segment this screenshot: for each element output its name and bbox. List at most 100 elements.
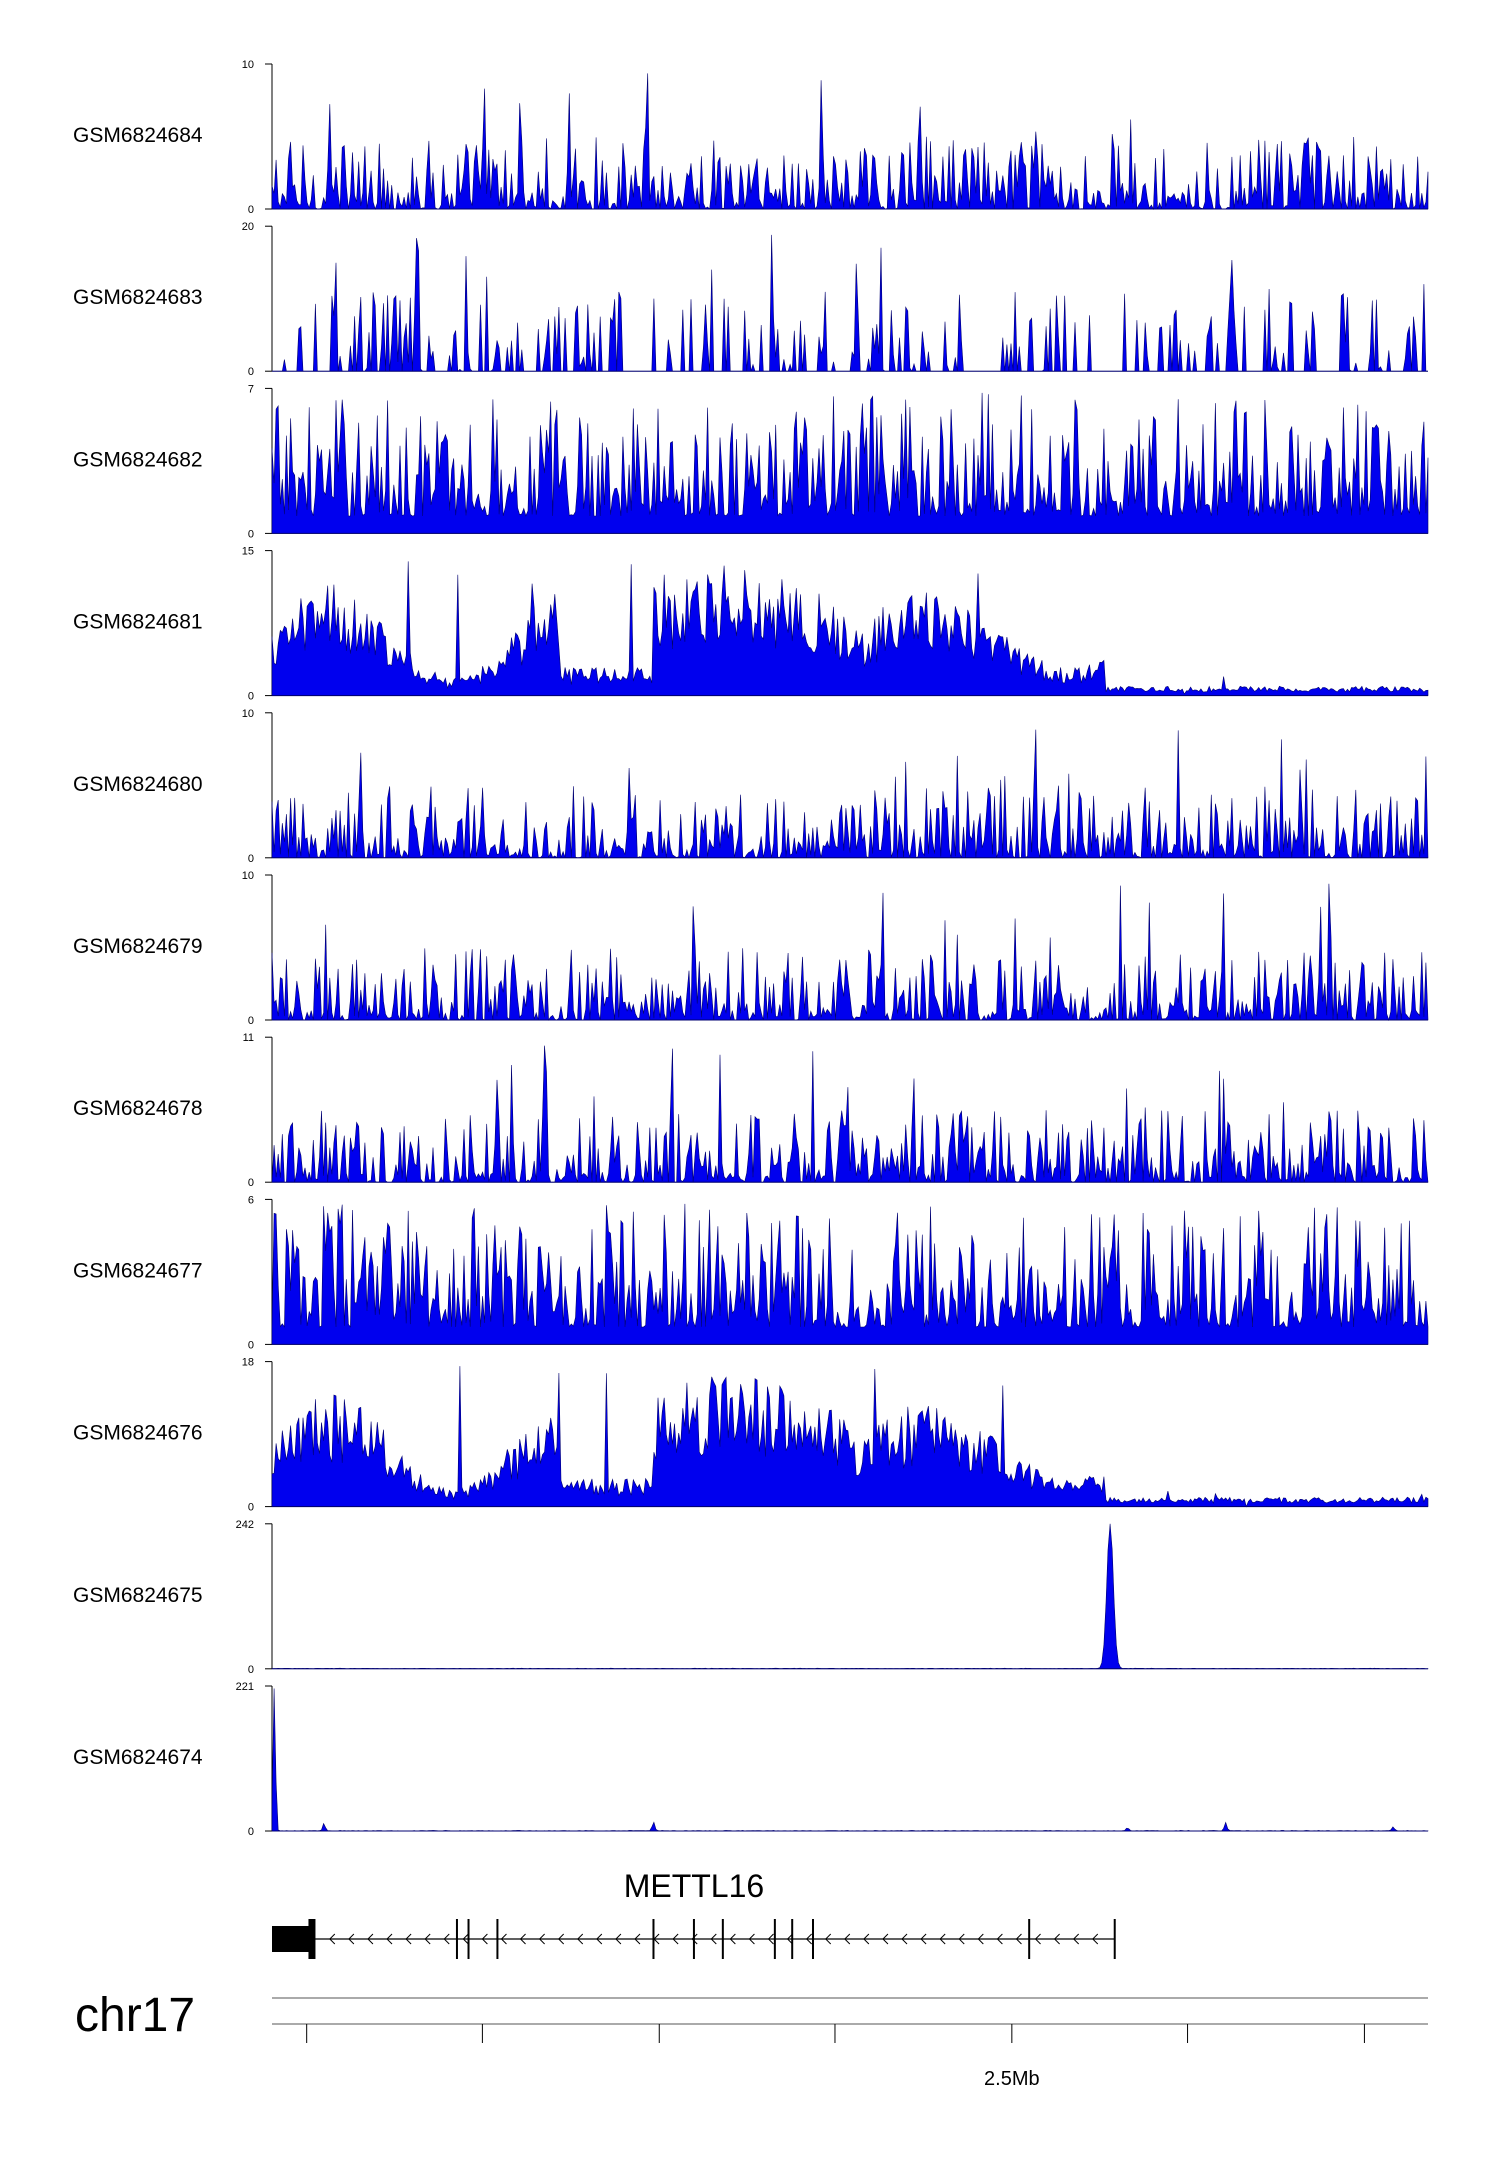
y-axis-max-label: 15 [242, 546, 254, 558]
track-GSM6824684: GSM6824684 10 0 [73, 59, 1429, 216]
y-axis-min-label: 0 [248, 1826, 254, 1838]
signal-tracks: GSM6824684100GSM6824683200GSM682468270GS… [73, 59, 1429, 1838]
track-GSM6824674: GSM6824674 221 0 [73, 1681, 1429, 1838]
track-label: GSM6824675 [73, 1584, 203, 1607]
strand-arrow [825, 1933, 832, 1945]
signal-area [271, 1045, 1429, 1183]
strand-arrow [557, 1933, 565, 1945]
signal-area [271, 561, 1429, 696]
gene-utr-block [272, 1926, 313, 1952]
track-label: GSM6824683 [73, 286, 203, 309]
strand-arrow [634, 1933, 641, 1945]
y-axis-min-label: 0 [248, 1339, 254, 1351]
y-axis-max-label: 242 [236, 1519, 254, 1531]
signal-area [271, 729, 1429, 859]
strand-arrow [653, 1933, 660, 1945]
track-GSM6824683: GSM6824683 20 0 [73, 221, 1428, 378]
strand-arrow [386, 1933, 393, 1945]
track-label: GSM6824674 [73, 1746, 203, 1769]
track-GSM6824681: GSM6824681 15 0 [73, 546, 1429, 703]
y-axis-max-label: 7 [248, 383, 254, 395]
gene-exon [308, 1919, 316, 1959]
strand-arrow [481, 1933, 488, 1945]
y-axis-max-label: 10 [242, 870, 254, 882]
signal-area [271, 883, 1429, 1022]
track-GSM6824679: GSM6824679 10 0 [73, 870, 1429, 1027]
track-GSM6824675: GSM6824675 242 0 [73, 1519, 1429, 1676]
signal-area [271, 1688, 1429, 1832]
strand-arrow [329, 1933, 336, 1945]
signal-area [271, 1523, 1429, 1670]
gene-name-label: METTL16 [624, 1868, 764, 1904]
strand-arrow [462, 1933, 469, 1945]
strand-arrow [729, 1933, 736, 1945]
chromosome-axis: chr17 2.5Mb [75, 1989, 1428, 2090]
strand-arrow [996, 1933, 1003, 1945]
x-axis-tick-label: 2.5Mb [984, 2068, 1040, 2090]
y-axis-max-label: 10 [242, 708, 254, 720]
y-axis-max-label: 11 [243, 1032, 254, 1044]
strand-arrow [767, 1933, 774, 1945]
strand-arrow [367, 1933, 374, 1945]
y-axis-min-label: 0 [248, 1015, 254, 1027]
strand-arrow [1072, 1933, 1080, 1945]
gene-track: METTL16 [272, 1868, 1116, 1959]
strand-arrow [844, 1933, 851, 1945]
strand-arrow [939, 1933, 946, 1945]
track-label: GSM6824682 [73, 448, 203, 471]
strand-arrow [596, 1933, 603, 1945]
strand-arrow [958, 1933, 965, 1945]
strand-arrow [786, 1933, 793, 1945]
y-axis-min-label: 0 [248, 853, 254, 865]
strand-arrow [577, 1933, 584, 1945]
strand-arrow [1053, 1933, 1060, 1945]
track-label: GSM6824680 [73, 773, 203, 796]
y-axis-min-label: 0 [248, 1664, 254, 1676]
track-label: GSM6824676 [73, 1422, 203, 1445]
strand-arrow [443, 1933, 450, 1945]
y-axis-min-label: 0 [248, 1502, 254, 1514]
strand-arrow [1092, 1933, 1099, 1945]
track-GSM6824678: GSM6824678 11 0 [73, 1032, 1429, 1189]
signal-area [271, 73, 1429, 211]
strand-arrow [1034, 1933, 1041, 1945]
y-axis-max-label: 10 [242, 59, 254, 71]
strand-arrow [519, 1933, 526, 1945]
strand-arrow [615, 1933, 622, 1945]
track-label: GSM6824678 [73, 1097, 203, 1120]
y-axis-max-label: 6 [248, 1194, 254, 1206]
y-axis-min-label: 0 [248, 528, 254, 540]
strand-arrow [863, 1933, 870, 1945]
y-axis-max-label: 18 [242, 1357, 254, 1369]
strand-arrow [901, 1933, 908, 1945]
signal-area [271, 1203, 1429, 1345]
strand-arrow [424, 1933, 431, 1945]
signal-area [271, 1366, 1429, 1508]
strand-arrow [748, 1933, 755, 1945]
strand-arrow [977, 1933, 984, 1945]
track-label: GSM6824681 [73, 611, 203, 634]
chromosome-label: chr17 [75, 1989, 195, 2042]
track-GSM6824677: GSM6824677 6 0 [73, 1194, 1429, 1351]
strand-arrow [538, 1933, 545, 1945]
strand-arrow [672, 1933, 679, 1945]
strand-arrow [348, 1933, 355, 1945]
y-axis-min-label: 0 [248, 691, 254, 703]
strand-arrow [405, 1933, 412, 1945]
strand-arrow [691, 1933, 698, 1945]
strand-arrow [1015, 1933, 1022, 1945]
signal-area [271, 392, 1429, 534]
track-GSM6824676: GSM6824676 18 0 [73, 1357, 1429, 1514]
strand-arrow [805, 1933, 813, 1945]
y-axis-min-label: 0 [248, 1177, 254, 1189]
y-axis-min-label: 0 [248, 366, 254, 378]
y-axis-min-label: 0 [248, 204, 254, 216]
strand-arrow [710, 1933, 717, 1945]
y-axis-max-label: 20 [242, 221, 254, 233]
track-GSM6824680: GSM6824680 10 0 [73, 708, 1429, 865]
strand-arrow [920, 1933, 927, 1945]
track-label: GSM6824684 [73, 124, 203, 147]
track-GSM6824682: GSM6824682 7 0 [73, 383, 1429, 540]
track-label: GSM6824679 [73, 935, 203, 958]
